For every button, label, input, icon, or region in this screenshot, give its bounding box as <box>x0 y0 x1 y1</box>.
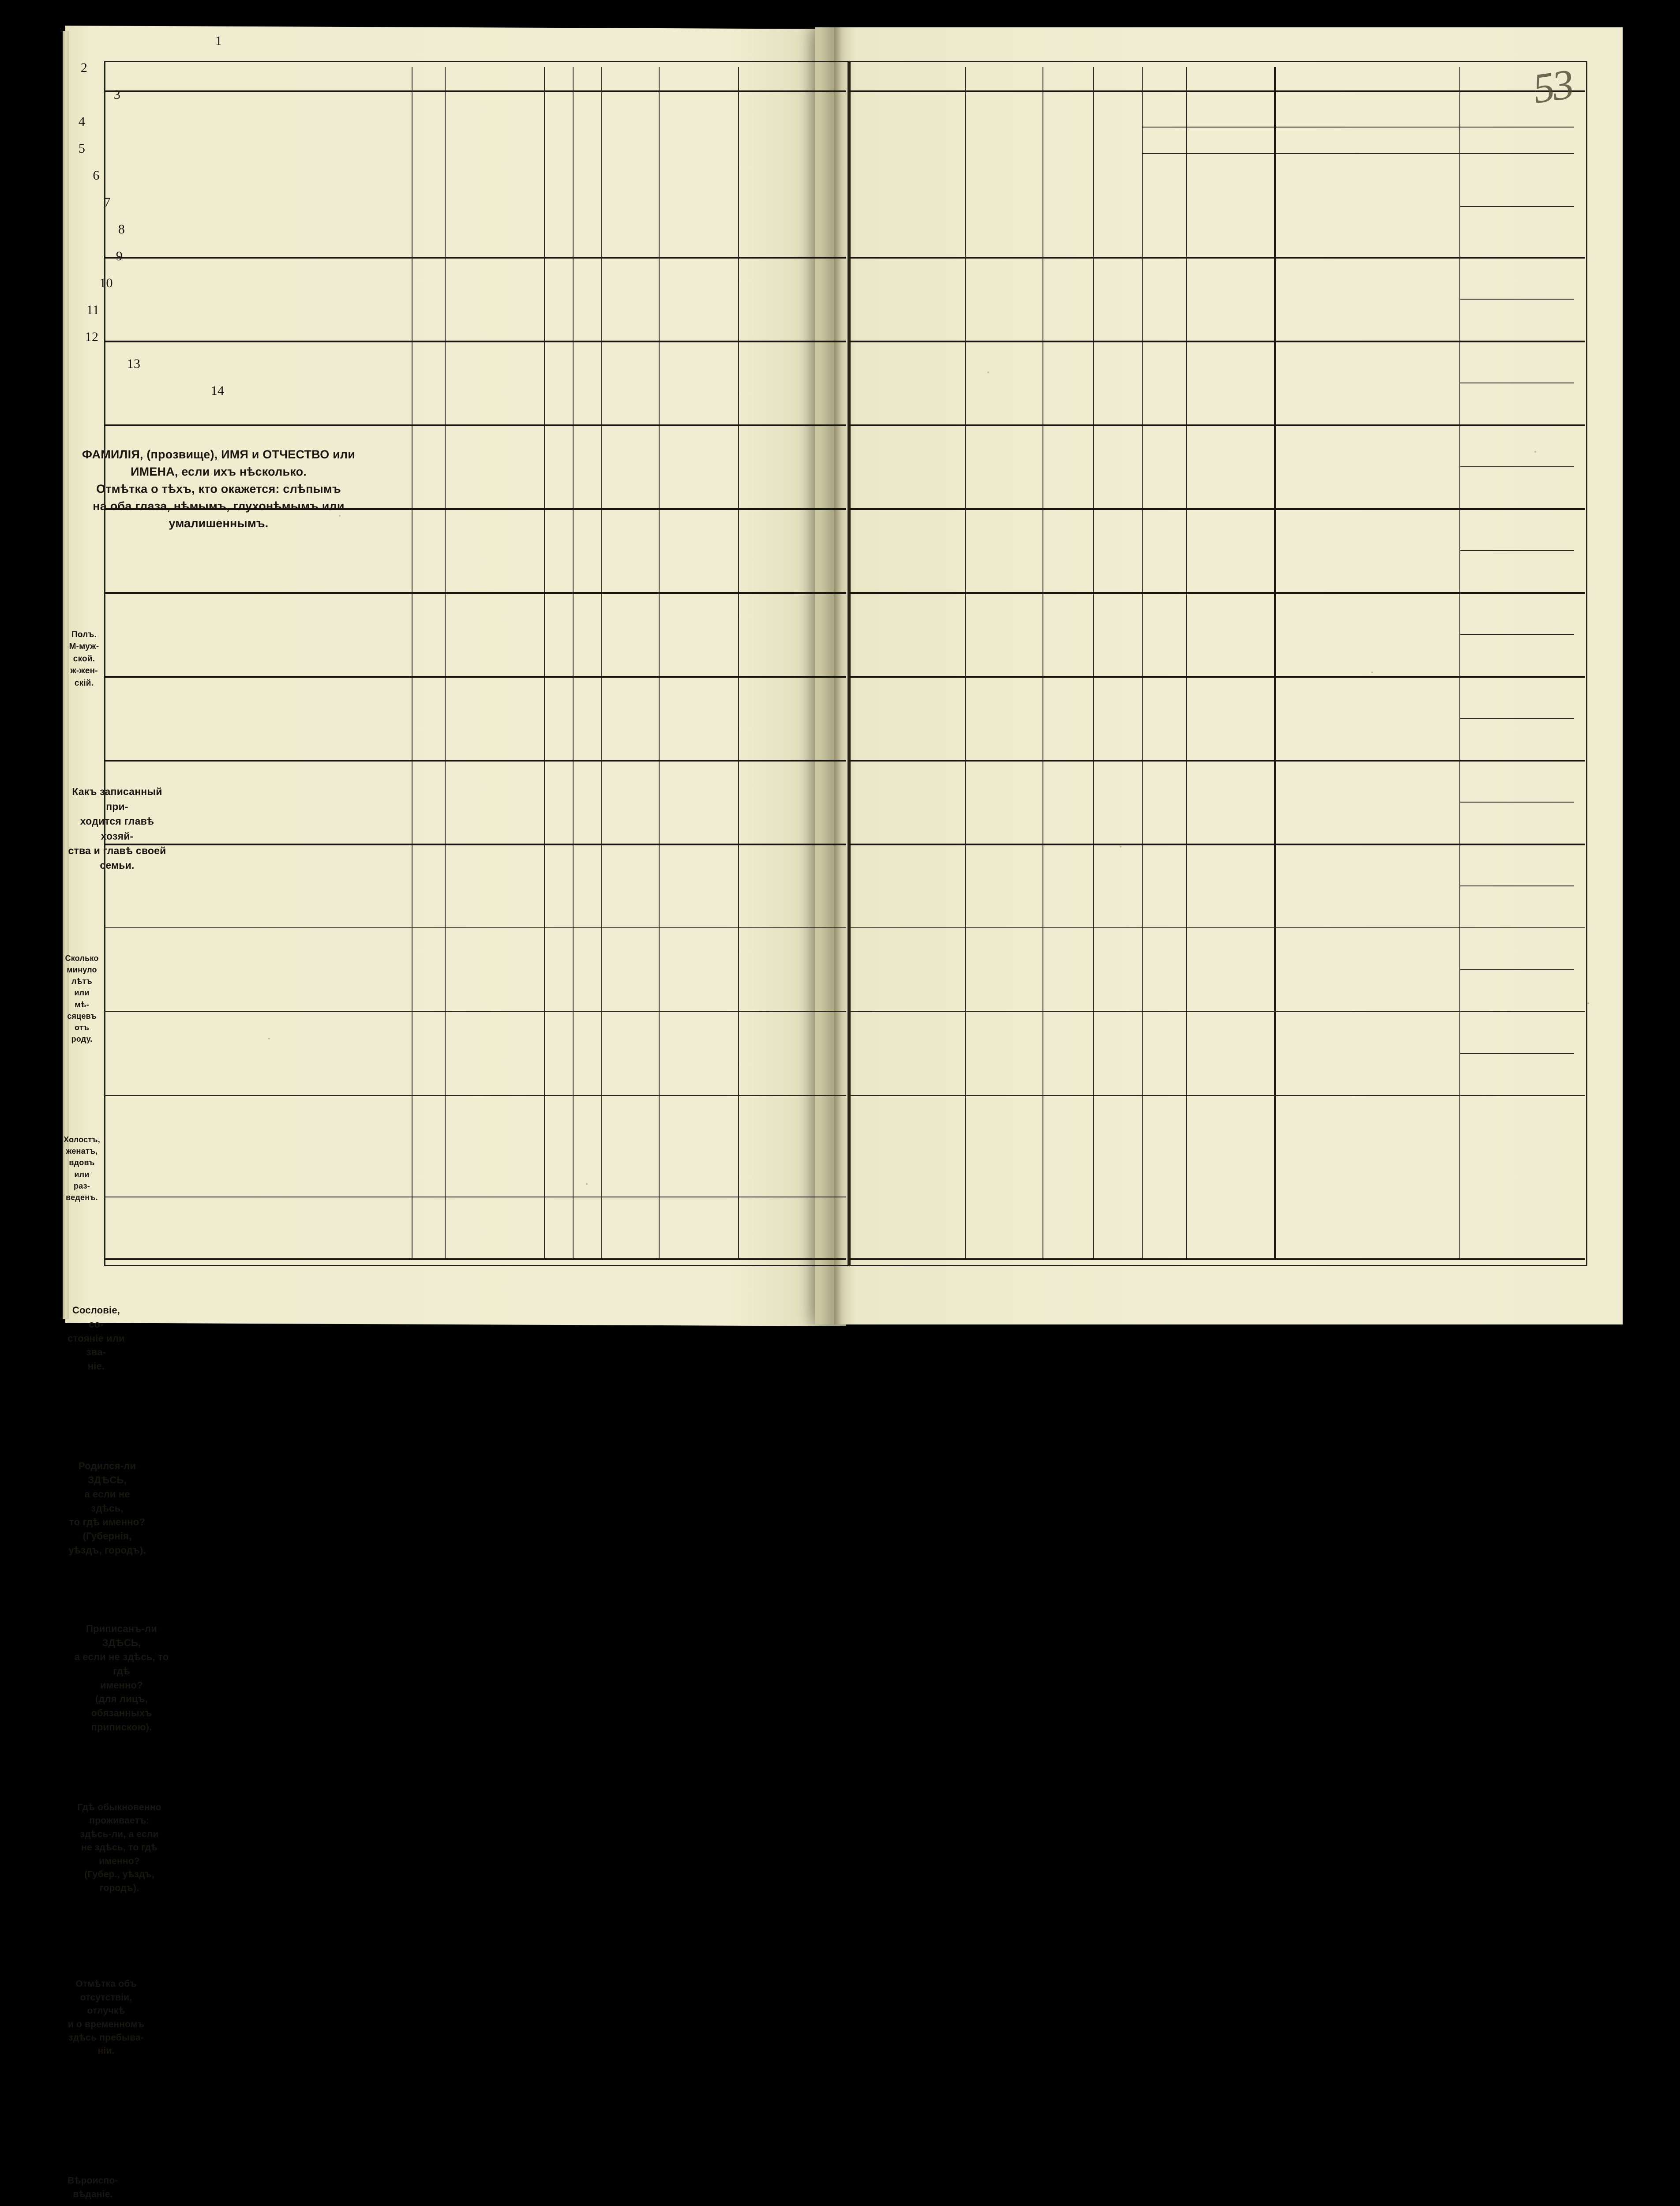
table-gridline-h <box>849 1095 1585 1096</box>
column-header-10: Отмѣтка объ отсутствiи, отлучкѣ и о времен… <box>68 1979 145 2056</box>
table-gridline-h <box>849 1258 1585 1260</box>
table-gridline-h <box>1459 718 1574 719</box>
column-header-1: ФАМИЛIЯ, (прозвище), ИМЯ и ОТЧЕСТВО или И… <box>82 447 356 530</box>
table-gridline-h <box>104 508 846 510</box>
column-header-2: Полъ. М-муж-ской. ж-жен-скiй. <box>69 630 99 688</box>
column-header-4: Сколько минуло лѣтъ или мѣ-сяцевъ отъ роду. <box>65 954 99 1043</box>
column-number-5: 5 <box>78 141 86 156</box>
table-gridline-h <box>1142 153 1274 154</box>
column-header-7: Родился-ли ЗДѢСЬ, а если не здѣсь, то гдѣ … <box>68 1460 146 1556</box>
column-header-6: Сословiе, со-стоянiе или зва-нiе. <box>68 1304 125 1372</box>
table-gridline-v <box>965 67 966 1258</box>
table-gridline-h <box>104 1258 846 1260</box>
folio-number: 53 <box>1530 60 1575 113</box>
table-gridline-h <box>104 424 846 426</box>
table-gridline-v <box>1093 67 1094 1258</box>
column-header-8: Приписанъ-ли ЗДѢСЬ, а если не здѣсь, то г… <box>74 1623 169 1733</box>
table-gridline-h <box>849 424 1585 426</box>
census-book: 53 1 2 3 4 5 6 7 8 9 10 11 12 13 14 ФАМИЛIЯ, (прозвище… <box>63 26 1623 2199</box>
table-gridline-h <box>1459 1053 1574 1054</box>
table-gridline-h <box>104 90 846 92</box>
column-number-6: 6 <box>93 168 100 183</box>
table-gridline-h <box>849 760 1585 762</box>
table-gridline-h <box>1459 299 1574 300</box>
table-gridline-v <box>445 67 446 1258</box>
table-gridline-h <box>849 676 1585 678</box>
table-gridline-h <box>849 1011 1585 1012</box>
table-gridline-h <box>104 844 846 845</box>
column-header-3: Какъ записанный при-ходится главѣ хозяй-… <box>68 786 166 871</box>
column-number-10: 10 <box>99 275 113 290</box>
table-gridline-h <box>104 341 846 342</box>
table-gridline-v <box>659 67 660 1258</box>
table-gridline-h <box>849 927 1585 928</box>
table-gridline-h <box>1459 206 1574 207</box>
table-gridline-v <box>738 67 739 1258</box>
table-gridline-h <box>104 592 846 594</box>
table-gridline-h <box>849 844 1585 845</box>
table-gridline-h <box>1459 802 1574 803</box>
table-gridline-h <box>849 508 1585 510</box>
column-header-9: Гдѣ обыкновенно проживаетъ: здѣсь-ли, а ес… <box>77 1802 161 1893</box>
table-gridline-h <box>849 341 1585 342</box>
table-gridline-h <box>104 1011 846 1012</box>
table-gridline-v <box>1042 67 1043 1258</box>
table-gridline-h <box>104 927 846 928</box>
table-gridline-h <box>849 257 1585 259</box>
column-header-11: Вѣроиспо-вѣданiе. <box>68 2176 118 2199</box>
table-gridline-h <box>1459 550 1574 551</box>
table-gridline-v <box>1142 67 1143 1258</box>
column-number-13: 13 <box>127 356 141 371</box>
table-gridline-h <box>1142 127 1274 128</box>
column-number-2: 2 <box>80 60 88 75</box>
column-number-4: 4 <box>78 114 86 129</box>
table-gridline-v <box>1186 67 1187 1258</box>
table-frame-left <box>104 61 849 1266</box>
column-number-11: 11 <box>86 302 100 317</box>
table-gridline-h <box>1459 466 1574 467</box>
table-gridline-h <box>1459 634 1574 635</box>
census-table: 1 2 3 4 5 6 7 8 9 10 11 12 13 14 ФАМИЛIЯ, (прозвище), … <box>64 27 1623 2199</box>
column-header-5: Холостъ, женатъ, вдовъ или раз-веденъ. <box>64 1135 100 1202</box>
column-number-7: 7 <box>104 195 111 210</box>
table-gridline-h <box>1274 153 1574 154</box>
table-gridline-v <box>1274 67 1276 1258</box>
page-edge-stack <box>63 31 69 1319</box>
table-gridline-h <box>104 760 846 762</box>
column-number-8: 8 <box>118 221 125 236</box>
table-gridline-h <box>849 592 1585 594</box>
table-gridline-h <box>104 1095 846 1096</box>
column-number-9: 9 <box>116 248 123 263</box>
column-number-1: 1 <box>215 33 222 48</box>
column-number-14: 14 <box>210 383 225 398</box>
table-frame-right <box>849 61 1587 1266</box>
table-gridline-h <box>1274 127 1574 128</box>
table-gridline-v <box>573 67 574 1258</box>
table-gridline-h <box>104 257 846 259</box>
table-gridline-h <box>1459 885 1574 886</box>
table-gridline-h <box>849 90 1585 92</box>
table-gridline-h <box>104 676 846 678</box>
column-number-12: 12 <box>85 329 99 344</box>
table-gridline-v <box>1459 67 1460 1258</box>
table-gridline-v <box>601 67 602 1258</box>
table-gridline-v <box>544 67 545 1258</box>
table-gridline-h <box>1459 969 1574 970</box>
